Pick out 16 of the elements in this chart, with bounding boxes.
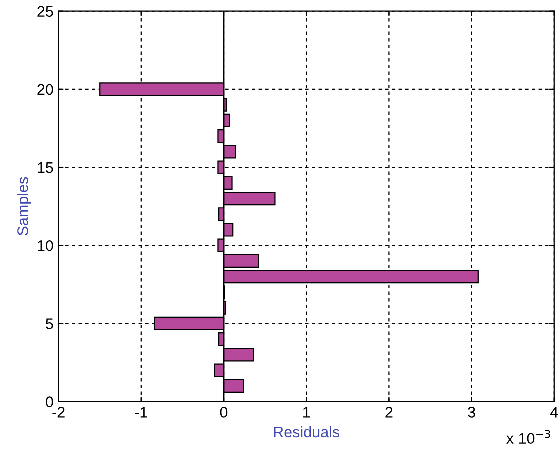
x-tick-label: 2: [386, 407, 393, 418]
text: x 10$^{−3}$: [506, 430, 550, 444]
x-tick-label: 3: [468, 407, 476, 418]
x-tick-label: 0: [220, 407, 228, 418]
x-tick-label: 1: [304, 407, 310, 418]
y-tick-label: 20: [38, 84, 54, 96]
x-tick-label: -2: [52, 407, 65, 418]
y-tick-label: 5: [46, 318, 54, 330]
y-tick-label: 0: [46, 396, 54, 408]
y-tick-label: 15: [38, 162, 54, 174]
y-axis-title: Samples: [17, 177, 32, 236]
y-tick-label: 25: [38, 6, 54, 18]
y-tick-label: 10: [38, 240, 54, 252]
x-axis-title: Residuals: [274, 426, 340, 438]
x-tick-label: 4: [550, 407, 558, 418]
x-tick-label: -1: [135, 407, 148, 418]
